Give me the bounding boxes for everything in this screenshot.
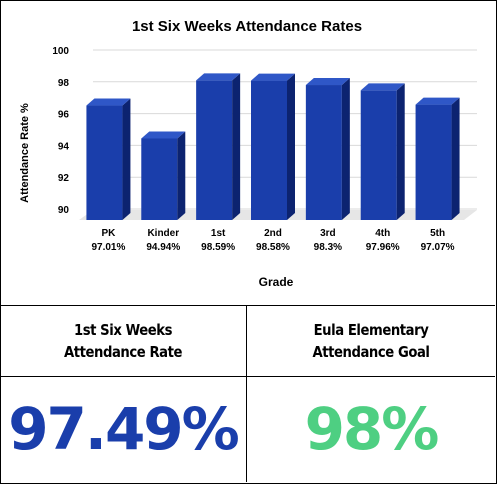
- rate-header-cell: 1st Six Weeks Attendance Rate: [15, 306, 231, 376]
- attendance-chart: 1st Six Weeks Attendance Rates 909294969…: [19, 18, 477, 289]
- bar-front: [251, 80, 287, 220]
- bar-front: [86, 105, 123, 220]
- y-tick-label: 94: [58, 141, 70, 152]
- bar: [141, 131, 186, 220]
- x-tick-sublabel: 97.07%: [421, 242, 455, 253]
- x-tick-sublabel: 97.96%: [366, 242, 400, 253]
- bar-top: [415, 97, 460, 105]
- bar-top: [141, 131, 186, 139]
- bar: [415, 97, 460, 220]
- chart-title: 1st Six Weeks Attendance Rates: [132, 18, 362, 35]
- goal-value: 98%: [304, 395, 440, 463]
- bar-side: [396, 83, 405, 220]
- bar-top: [305, 78, 350, 86]
- x-tick-sublabel: 98.58%: [256, 242, 290, 253]
- x-tick-label: Kinder: [147, 228, 179, 239]
- y-tick-label: 90: [58, 205, 70, 216]
- y-axis-ticks: 90 92 94 96 98 100: [52, 46, 69, 216]
- y-tick-label: 96: [58, 110, 70, 121]
- bar-side: [177, 131, 186, 220]
- bar-front: [415, 104, 452, 220]
- x-tick-label: 3rd: [320, 228, 336, 239]
- bars: [86, 73, 460, 220]
- x-tick-sublabel: 98.3%: [314, 242, 342, 253]
- x-tick-sublabel: 97.01%: [91, 242, 125, 253]
- x-tick-label: 2nd: [264, 228, 282, 239]
- table-top-border: [0, 305, 495, 306]
- bar-top: [251, 73, 295, 81]
- bar-side: [341, 78, 350, 220]
- bar-front: [305, 85, 342, 220]
- x-axis-label: Grade: [259, 275, 294, 289]
- x-tick-label: 4th: [375, 228, 390, 239]
- bar-side: [451, 97, 460, 220]
- y-axis-label: Attendance Rate %: [19, 103, 31, 203]
- table-row-divider: [0, 376, 495, 377]
- bar-front: [141, 138, 178, 220]
- bar: [305, 78, 350, 220]
- x-tick-sublabel: 98.59%: [201, 242, 235, 253]
- y-tick-label: 98: [58, 78, 70, 89]
- bar-side: [232, 73, 241, 220]
- bar-side: [122, 98, 131, 220]
- bar: [86, 98, 131, 220]
- x-axis-ticks: PK 97.01% Kinder 94.94% 1st 98.59% 2nd 98.58% 3r…: [91, 228, 454, 253]
- goal-header-label: Eula Elementary Attendance Goal: [312, 321, 430, 361]
- bar-top: [360, 83, 405, 91]
- x-tick-sublabel: 94.94%: [146, 242, 180, 253]
- table-column-divider: [246, 305, 247, 482]
- bar: [196, 73, 241, 220]
- bar-front: [360, 90, 397, 220]
- bar: [251, 73, 295, 220]
- x-tick-label: PK: [101, 228, 116, 239]
- bar-top: [196, 73, 241, 81]
- y-tick-label: 92: [58, 173, 70, 184]
- rate-header-label: 1st Six Weeks Attendance Rate: [63, 321, 183, 361]
- bar-front: [196, 80, 233, 220]
- bar: [360, 83, 405, 220]
- goal-header-cell: Eula Elementary Attendance Goal: [262, 306, 480, 376]
- rate-value: 97.49%: [8, 395, 240, 463]
- bar-side: [287, 73, 295, 220]
- y-tick-label: 100: [52, 46, 69, 57]
- bar-top: [86, 98, 131, 106]
- x-tick-label: 1st: [211, 228, 226, 239]
- x-tick-label: 5th: [430, 228, 445, 239]
